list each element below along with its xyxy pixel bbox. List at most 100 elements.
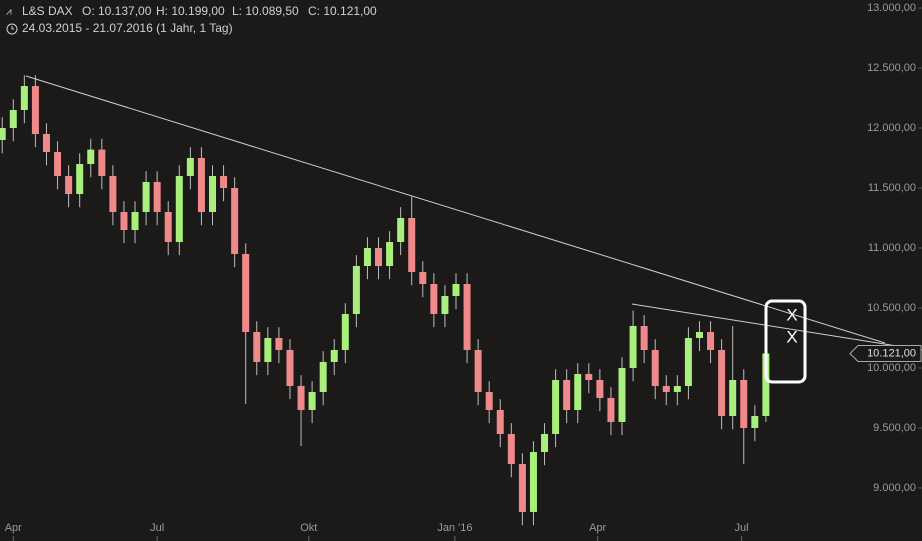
ohlc-label: C: 10.121,00 [308,4,377,18]
y-tick-label: 12.000,00 [867,122,916,134]
candle-body [109,176,117,213]
candle-body [718,349,726,416]
ohlc-label: L: 10.089,50 [232,4,299,18]
x-tick-label: Apr [5,522,22,534]
clock-icon [6,23,18,35]
y-tick-label: 9.000,00 [873,482,916,494]
y-tick-label: 9.500,00 [873,422,916,434]
candle-body [585,373,593,380]
candle-body [153,182,161,213]
candle-body [253,331,261,362]
candle-body [363,248,371,266]
candle-body [31,86,39,135]
y-tick-label: 12.500,00 [867,62,916,74]
candle-body [341,313,349,350]
y-tick-label: 13.000,00 [867,2,916,14]
candle-body [175,176,183,243]
candle-body [651,349,659,386]
candle-body [20,86,28,111]
candle-body [397,218,405,243]
candle-body [0,128,6,141]
x-tick-label: Jan '16 [437,522,472,534]
candle-body [87,149,95,165]
candle-body [408,218,416,272]
x-tick-label: Okt [300,522,317,534]
annotation: X [786,305,797,324]
y-tick-label: 11.500,00 [868,182,916,194]
chart-subtitle: 24.03.2015 - 21.07.2016 (1 Jahr, 1 Tag) [22,21,233,35]
candle-body [242,254,250,332]
candle-body [596,379,604,398]
clock-icon [11,26,14,30]
candle-body [275,337,283,350]
candle-body [574,373,582,410]
x-tick-label: Jul [150,522,164,534]
candle-body [607,397,615,422]
candle-body [308,391,316,410]
candle-body [98,149,106,177]
candle-body [264,337,272,362]
candle-body [529,451,537,512]
candle-body [54,152,62,177]
candle-body [740,379,748,428]
chart-icon: ⩘ [6,7,12,18]
candle-body [286,349,294,386]
candle-body [220,176,228,189]
highlight-box [764,299,807,384]
candle-body [684,337,692,386]
trend-line [25,75,886,344]
candle-body [197,158,205,213]
candle-body [386,242,394,266]
trend-line [631,303,922,351]
candle-body [419,271,427,284]
candle-body [441,295,449,314]
candle-body [552,379,560,434]
candle-body [297,385,305,410]
ohlc-label: O: 10.137,00 [82,4,152,18]
candle-body [673,385,681,392]
x-tick-label: Jul [735,522,749,534]
candle-body [352,265,360,314]
candle-body [629,325,637,368]
candle-body [375,248,383,266]
candle-body [496,409,504,434]
x-tick-label: Apr [589,522,606,534]
candle-body [463,283,471,350]
candle-body [209,176,216,213]
candle-body [330,349,338,362]
candle-body [751,415,759,428]
candle-body [474,349,482,392]
candle-body [131,212,139,231]
candle-body [640,325,648,350]
candle-body [541,433,549,452]
ohlc-label: H: 10.199,00 [156,4,225,18]
candle-body [518,463,526,512]
candle-body [563,379,571,410]
candle-body [452,283,460,296]
candle-body [319,361,327,392]
candle-body [729,379,737,416]
chart-title: L&S DAX [22,4,73,18]
candle-body [9,110,17,129]
candle-body [662,385,670,392]
candle-body [42,134,50,153]
candle-body [120,212,128,231]
y-tick-label: 11.000,00 [868,242,916,254]
last-price-tag [849,344,922,362]
candle-body [507,433,515,464]
candle-body [142,182,150,213]
candle-body [65,176,73,195]
candle-body [485,391,493,410]
candle-body [186,158,194,177]
candle-body [430,283,438,314]
candle-body [231,188,239,255]
candle-body [762,353,770,416]
y-tick-label: 10.500,00 [867,302,916,314]
candle-body [618,367,626,422]
candle-body [707,331,715,350]
last-price-label: 10.121,00 [867,347,916,359]
candle-body [695,331,703,338]
